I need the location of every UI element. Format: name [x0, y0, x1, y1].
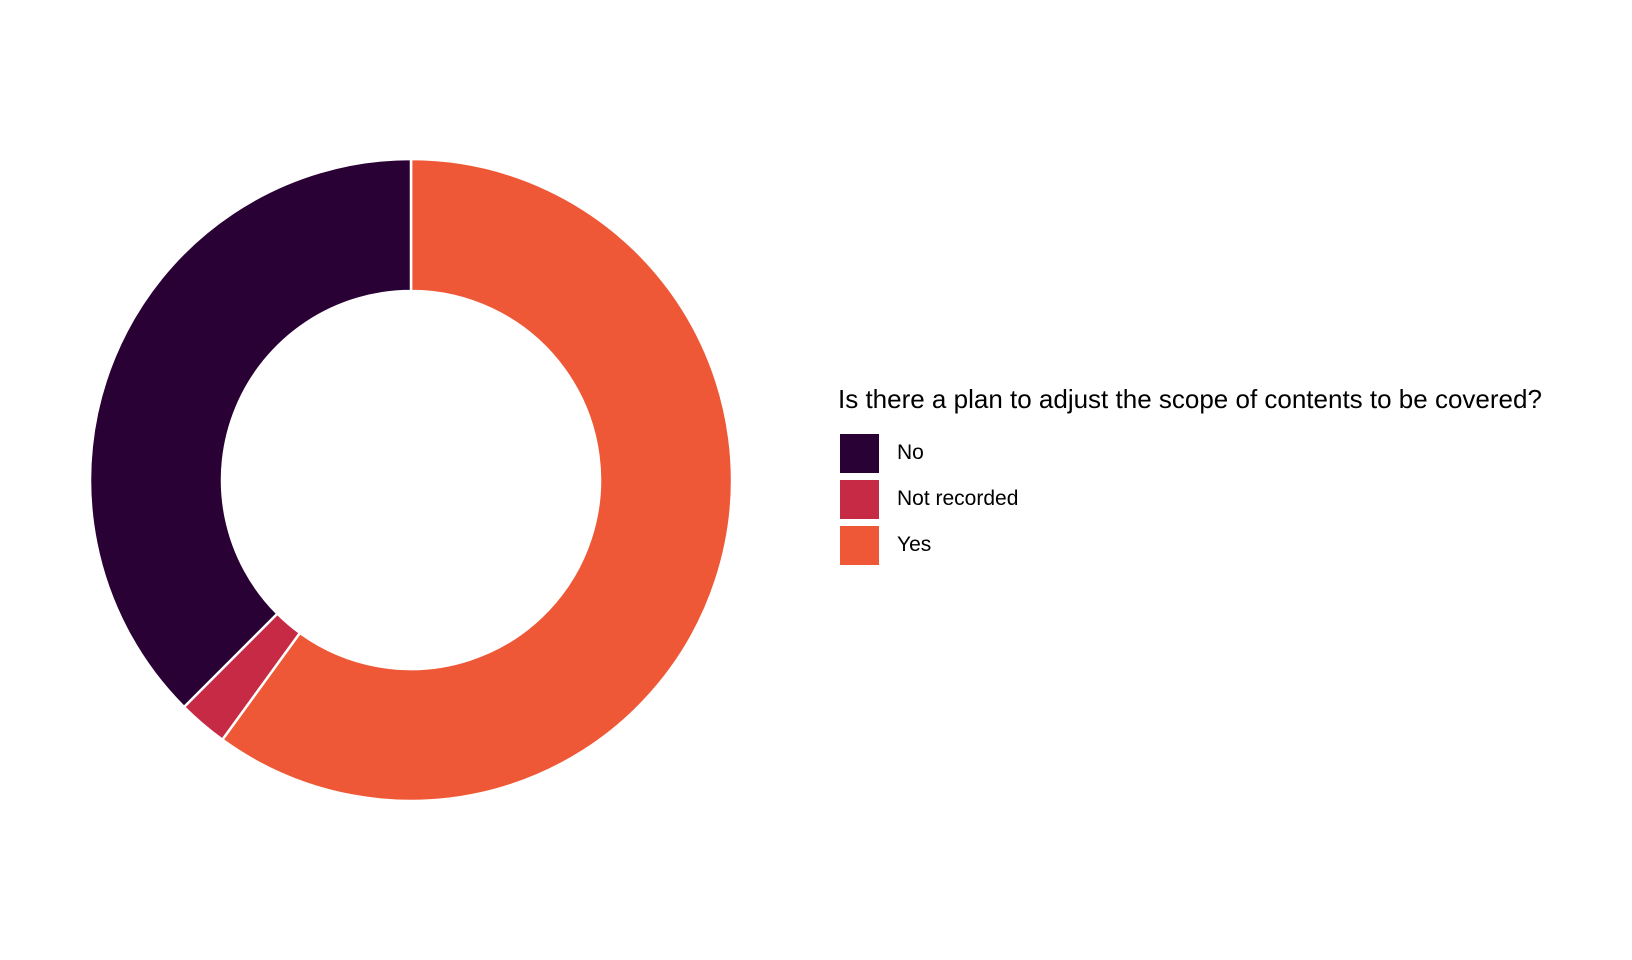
legend-swatch-not-recorded [840, 479, 879, 519]
legend-title: Is there a plan to adjust the scope of c… [838, 384, 1542, 414]
legend-item-yes: Yes [838, 522, 1542, 568]
slice-no [88, 157, 413, 709]
legend-label-not-recorded: Not recorded [897, 487, 1019, 510]
slice-yes [220, 157, 734, 803]
legend: Is there a plan to adjust the scope of c… [838, 384, 1542, 568]
legend-label-no: No [897, 441, 924, 464]
legend-label-yes: Yes [897, 533, 932, 556]
legend-item-no: No [838, 430, 1542, 476]
legend-swatch-no [840, 433, 879, 473]
legend-swatch-yes [840, 525, 879, 565]
legend-item-not-recorded: Not recorded [838, 476, 1542, 522]
